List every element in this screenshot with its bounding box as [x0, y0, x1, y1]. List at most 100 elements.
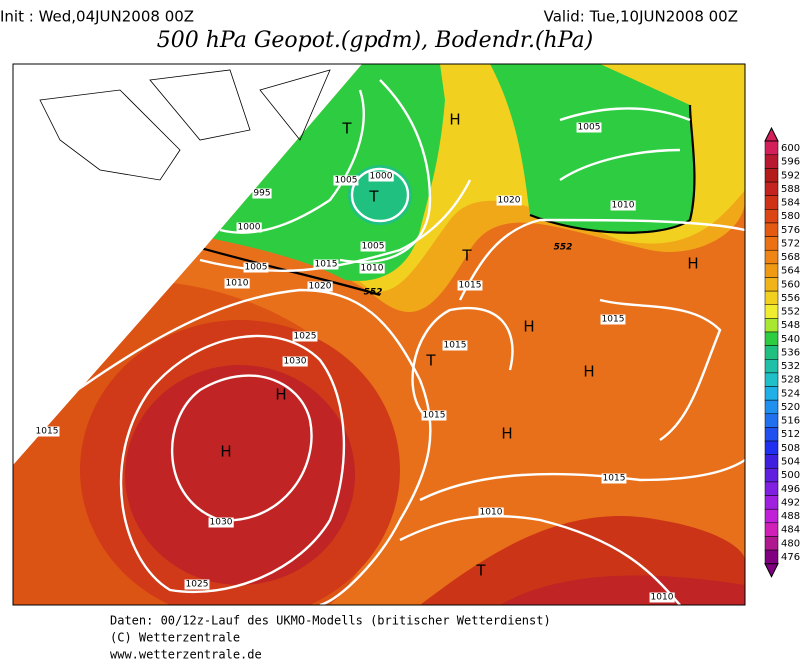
isobar-label: 1005: [578, 123, 601, 133]
isobar-label: 1000: [370, 172, 393, 182]
isobar-label: 1005: [245, 263, 268, 273]
colorbar-label: 584: [781, 198, 800, 209]
isobar-label: 1025: [294, 332, 317, 342]
map-border: [12, 63, 746, 606]
isobar-label-bg: [649, 592, 675, 603]
isobar-label: 1015: [602, 315, 625, 325]
colorbar-cell: [764, 359, 779, 374]
colorbar-label: 508: [781, 443, 800, 454]
colorbar-cell: [764, 427, 779, 442]
isobar-label-bg: [224, 278, 250, 289]
isobar-label-bg: [360, 241, 386, 252]
field-584-s: [500, 575, 745, 605]
colorbar-cell: [764, 508, 779, 524]
colorbar-label: 600: [781, 143, 800, 154]
field-536: [348, 165, 412, 225]
colorbar-label: 588: [781, 184, 800, 195]
colorbar-cell: [764, 181, 779, 196]
colorbar-cell: [764, 195, 779, 210]
colorbar-label: 548: [781, 320, 800, 331]
colorbar-cell: [764, 290, 779, 305]
init-time: Init : Wed,04JUN2008 00Z: [0, 8, 194, 26]
colorbar-label: 488: [781, 511, 800, 522]
pressure-center: H: [449, 111, 460, 129]
colorbar-label: 496: [781, 484, 800, 495]
isobar: [411, 306, 514, 421]
colorbar-cell: [764, 345, 779, 360]
isobar-label: 1010: [226, 279, 249, 289]
colorbar: 600 596 592 588 584 580 576 572 568 564 560 556 552 5…: [764, 126, 800, 578]
isobar-label-bg: [368, 171, 394, 182]
pressure-center: H: [275, 386, 286, 404]
isobar-label-bg: [421, 410, 447, 421]
colorbar-cell: [764, 154, 779, 169]
isobar-label-bg: [333, 175, 359, 186]
colorbar-label: 500: [781, 470, 800, 481]
isobar-label-bg: [307, 281, 333, 292]
colorbar-cell: [764, 372, 779, 387]
colorbar-label: 592: [781, 170, 800, 181]
pressure-center: H: [220, 443, 231, 461]
isobar-label: 1000: [238, 223, 261, 233]
isobar-label: 1010: [612, 201, 635, 211]
colorbar-cell: [764, 331, 779, 346]
colorbar-cell: [764, 399, 779, 415]
colorbar-label: 516: [781, 416, 800, 427]
pressure-center: H: [687, 255, 698, 273]
isobar: [350, 167, 410, 223]
isobar-label-bg: [576, 122, 602, 133]
isobar-label: 995: [253, 189, 270, 199]
isobar-label: 1030: [284, 357, 307, 367]
colorbar-cell: [764, 468, 779, 483]
isobar-label-bg: [496, 195, 522, 206]
map-title: 500 hPa Geopot.(gpdm), Bodendr.(hPa): [157, 28, 593, 53]
isobar-label-bg: [236, 222, 262, 233]
isobar-label: 1005: [335, 176, 358, 186]
colorbar-cell: [764, 481, 779, 496]
isobar: [119, 334, 346, 594]
isobar-label-bg: [208, 517, 234, 528]
colorbar-label: 596: [781, 157, 800, 168]
isobar: [599, 298, 722, 441]
isobar-label-bg: [442, 340, 468, 351]
colorbar-label: 532: [781, 361, 800, 372]
footer-copyright: (C) Wetterzentrale: [110, 631, 240, 645]
outside-domain: [13, 64, 362, 465]
isobar-label: 1015: [36, 427, 59, 437]
colorbar-label: 576: [781, 225, 800, 236]
contour-label: 552: [364, 288, 383, 298]
colorbar-label: 492: [781, 497, 800, 508]
isobar-label-bg: [610, 200, 636, 211]
isobar-label: 1010: [480, 508, 503, 518]
isobar-label: 1030: [210, 518, 233, 528]
colorbar-cell: [764, 249, 779, 265]
pressure-center: T: [341, 120, 352, 138]
colorbar-label: 536: [781, 347, 800, 358]
isobar-label: 1020: [309, 282, 332, 292]
colorbar-cell: [764, 318, 779, 333]
isobar-label-bg: [478, 507, 504, 518]
colorbar-cell: [764, 236, 779, 251]
colorbar-cell: [764, 440, 779, 455]
colorbar-label: 540: [781, 334, 800, 345]
footer-source: Daten: 00/12z-Lauf des UKMO-Modells (bri…: [110, 614, 551, 628]
coastline: [39, 69, 331, 181]
colorbar-label: 568: [781, 252, 800, 263]
isobar-label: 1020: [498, 196, 521, 206]
isobar-label: 1015: [459, 281, 482, 291]
colorbar-arrow-bottom: [764, 563, 779, 578]
footer-url: www.wetterzentrale.de: [110, 648, 262, 662]
colorbar-label: 556: [781, 293, 800, 304]
isobar-label-bg: [359, 263, 385, 274]
colorbar-label: 552: [781, 307, 800, 318]
colorbar-cell: [764, 222, 779, 237]
isobar-label-bg: [292, 331, 318, 342]
pressure-center: T: [368, 188, 379, 206]
pressure-center: H: [583, 363, 594, 381]
isobar-label-bg: [600, 314, 626, 325]
pressure-center: T: [475, 562, 486, 580]
isobar-label: 1010: [361, 264, 384, 274]
colorbar-cell: [764, 140, 779, 156]
colorbar-cell: [764, 454, 779, 469]
